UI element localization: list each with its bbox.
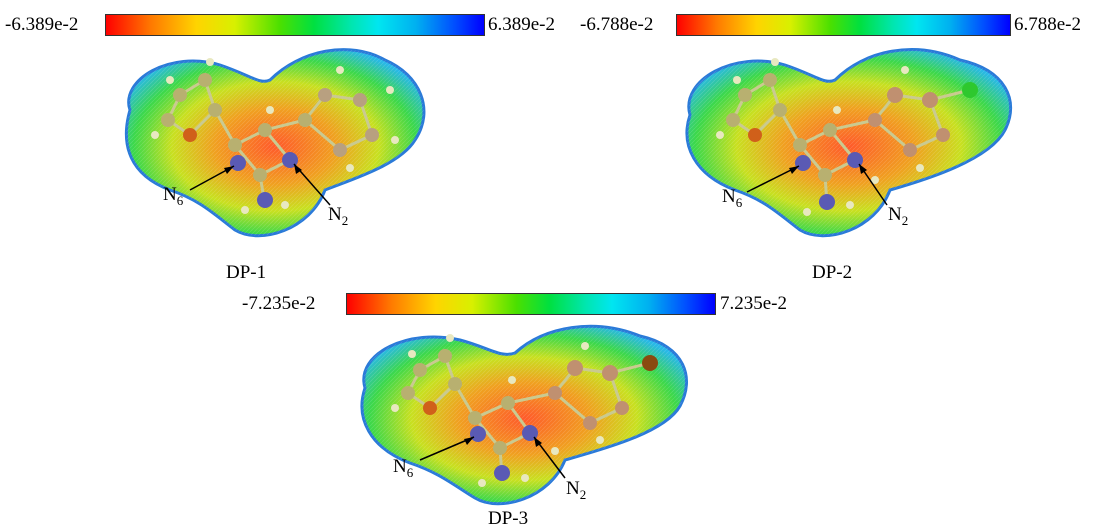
molecule-title: DP-2 xyxy=(812,262,853,283)
scale-min-label: -6.788e-2 xyxy=(580,14,654,35)
atom-label-n2: N2 xyxy=(566,478,587,502)
atom-label-n2: N2 xyxy=(888,204,909,228)
scale-min-label: -7.235e-2 xyxy=(242,293,316,314)
scale-max-label: 6.788e-2 xyxy=(1014,14,1082,35)
molecule-title: DP-1 xyxy=(226,262,267,283)
scale-min-label: -6.389e-2 xyxy=(5,14,79,35)
molecule-surface xyxy=(360,324,688,506)
molecule-surface xyxy=(124,48,426,238)
atom-label-n2: N2 xyxy=(328,204,349,228)
color-scale-bar xyxy=(676,14,1011,36)
atom-label-n6: N6 xyxy=(163,184,184,208)
color-scale-bar xyxy=(346,293,716,315)
atom-label-n6: N6 xyxy=(722,186,743,210)
color-scale-bar xyxy=(105,14,485,36)
molecule-title: DP-3 xyxy=(488,508,529,529)
atom-label-n6: N6 xyxy=(393,456,414,480)
scale-max-label: 6.389e-2 xyxy=(488,14,556,35)
scale-max-label: 7.235e-2 xyxy=(720,293,788,314)
molecule-surface xyxy=(685,48,1013,238)
